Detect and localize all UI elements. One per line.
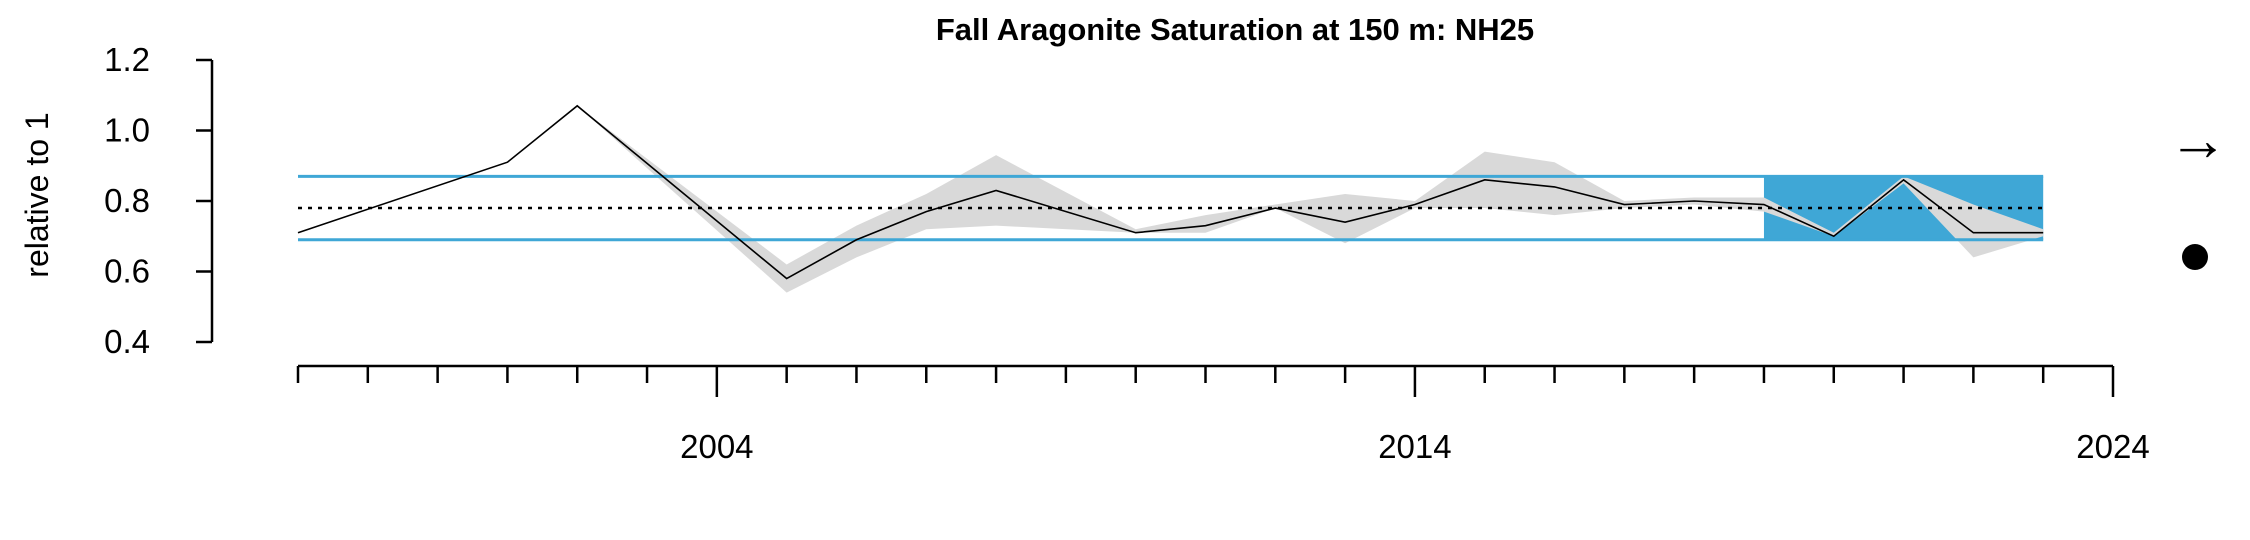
axes: 0.4 0.6 0.8 1.0 1.2 2004 2014 2024 <box>104 41 2150 465</box>
chart-title: Fall Aragonite Saturation at 150 m: NH25 <box>936 12 1534 47</box>
trend-arrow-icon: → <box>2168 106 2228 173</box>
x-tick-label: 2024 <box>2076 428 2149 465</box>
plot-area <box>297 104 2044 293</box>
x-tick-label: 2014 <box>1378 428 1451 465</box>
y-tick-label: 0.6 <box>104 253 150 290</box>
filled-circle-icon <box>2182 244 2208 270</box>
y-tick-label: 0.8 <box>104 182 150 219</box>
y-tick-label: 1.0 <box>104 112 150 149</box>
y-tick-label: 1.2 <box>104 41 150 78</box>
y-axis-label: relative to 1 <box>19 112 55 277</box>
indicators: → <box>2168 106 2228 270</box>
y-tick-label: 0.4 <box>104 323 150 360</box>
x-tick-label: 2004 <box>680 428 753 465</box>
confidence-band <box>298 105 2044 293</box>
